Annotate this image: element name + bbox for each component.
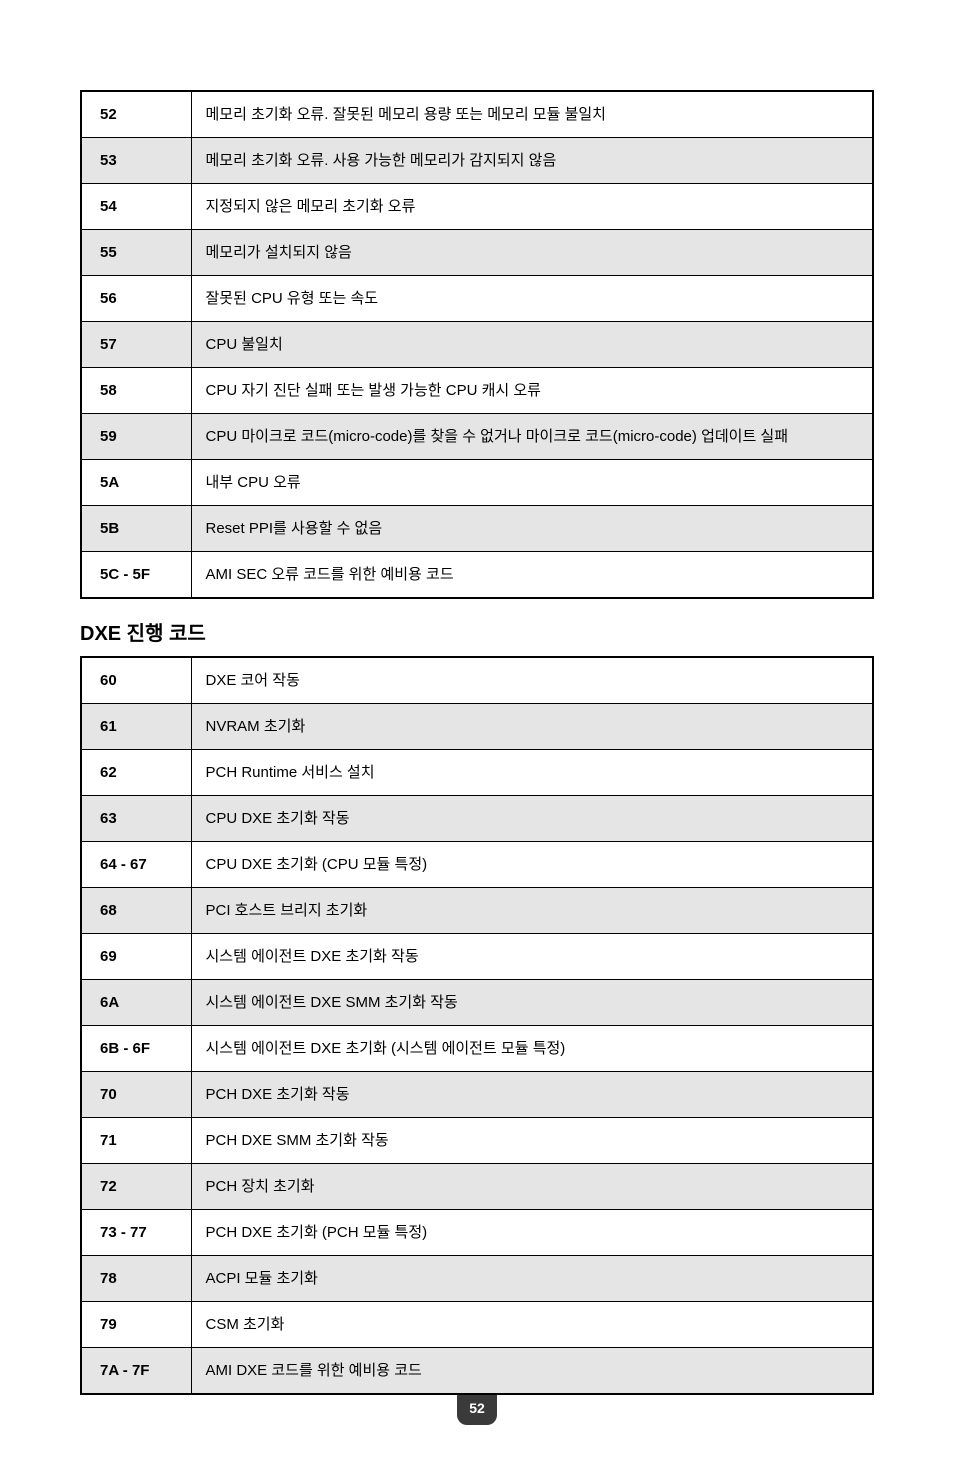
description-cell: 시스템 에이전트 DXE 초기화 (시스템 에이전트 모듈 특정) xyxy=(191,1026,873,1072)
table-row: 6A시스템 에이전트 DXE SMM 초기화 작동 xyxy=(81,980,873,1026)
description-cell: CSM 초기화 xyxy=(191,1302,873,1348)
description-cell: 시스템 에이전트 DXE 초기화 작동 xyxy=(191,934,873,980)
description-cell: CPU 불일치 xyxy=(191,322,873,368)
code-cell: 57 xyxy=(81,322,191,368)
description-cell: 메모리가 설치되지 않음 xyxy=(191,230,873,276)
code-cell: 54 xyxy=(81,184,191,230)
table-row: 53메모리 초기화 오류. 사용 가능한 메모리가 감지되지 않음 xyxy=(81,138,873,184)
table-row: 52메모리 초기화 오류. 잘못된 메모리 용량 또는 메모리 모듈 불일치 xyxy=(81,91,873,138)
table-row: 58CPU 자기 진단 실패 또는 발생 가능한 CPU 캐시 오류 xyxy=(81,368,873,414)
description-cell: CPU 마이크로 코드(micro-code)를 찾을 수 없거나 마이크로 코… xyxy=(191,414,873,460)
description-cell: DXE 코어 작동 xyxy=(191,657,873,704)
description-cell: 내부 CPU 오류 xyxy=(191,460,873,506)
description-cell: AMI SEC 오류 코드를 위한 예비용 코드 xyxy=(191,552,873,599)
description-cell: PCI 호스트 브리지 초기화 xyxy=(191,888,873,934)
code-cell: 5A xyxy=(81,460,191,506)
description-cell: CPU DXE 초기화 (CPU 모듈 특정) xyxy=(191,842,873,888)
code-cell: 58 xyxy=(81,368,191,414)
table-row: 70PCH DXE 초기화 작동 xyxy=(81,1072,873,1118)
table-row: 72PCH 장치 초기화 xyxy=(81,1164,873,1210)
table-row: 56잘못된 CPU 유형 또는 속도 xyxy=(81,276,873,322)
code-cell: 6A xyxy=(81,980,191,1026)
table-row: 61NVRAM 초기화 xyxy=(81,704,873,750)
description-cell: PCH 장치 초기화 xyxy=(191,1164,873,1210)
table-row: 78ACPI 모듈 초기화 xyxy=(81,1256,873,1302)
table-row: 64 - 67CPU DXE 초기화 (CPU 모듈 특정) xyxy=(81,842,873,888)
description-cell: CPU DXE 초기화 작동 xyxy=(191,796,873,842)
description-cell: Reset PPI를 사용할 수 없음 xyxy=(191,506,873,552)
code-cell: 62 xyxy=(81,750,191,796)
code-cell: 59 xyxy=(81,414,191,460)
description-cell: 메모리 초기화 오류. 사용 가능한 메모리가 감지되지 않음 xyxy=(191,138,873,184)
table-row: 69시스템 에이전트 DXE 초기화 작동 xyxy=(81,934,873,980)
code-cell: 52 xyxy=(81,91,191,138)
code-cell: 79 xyxy=(81,1302,191,1348)
table-row: 73 - 77PCH DXE 초기화 (PCH 모듈 특정) xyxy=(81,1210,873,1256)
table-row: 6B - 6F시스템 에이전트 DXE 초기화 (시스템 에이전트 모듈 특정) xyxy=(81,1026,873,1072)
description-cell: NVRAM 초기화 xyxy=(191,704,873,750)
code-cell: 78 xyxy=(81,1256,191,1302)
description-cell: 지정되지 않은 메모리 초기화 오류 xyxy=(191,184,873,230)
code-cell: 63 xyxy=(81,796,191,842)
table-row: 68PCI 호스트 브리지 초기화 xyxy=(81,888,873,934)
code-cell: 71 xyxy=(81,1118,191,1164)
table-row: 5BReset PPI를 사용할 수 없음 xyxy=(81,506,873,552)
code-cell: 68 xyxy=(81,888,191,934)
code-cell: 72 xyxy=(81,1164,191,1210)
page-number-container: 52 xyxy=(80,1395,874,1425)
error-code-table-1: 52메모리 초기화 오류. 잘못된 메모리 용량 또는 메모리 모듈 불일치53… xyxy=(80,90,874,599)
table-row: 5A내부 CPU 오류 xyxy=(81,460,873,506)
table-row: 57CPU 불일치 xyxy=(81,322,873,368)
description-cell: PCH Runtime 서비스 설치 xyxy=(191,750,873,796)
code-cell: 53 xyxy=(81,138,191,184)
description-cell: ACPI 모듈 초기화 xyxy=(191,1256,873,1302)
code-cell: 5B xyxy=(81,506,191,552)
table-row: 59CPU 마이크로 코드(micro-code)를 찾을 수 없거나 마이크로… xyxy=(81,414,873,460)
code-cell: 6B - 6F xyxy=(81,1026,191,1072)
table-row: 55메모리가 설치되지 않음 xyxy=(81,230,873,276)
dxe-section-heading: DXE 진행 코드 xyxy=(80,617,874,646)
description-cell: CPU 자기 진단 실패 또는 발생 가능한 CPU 캐시 오류 xyxy=(191,368,873,414)
code-cell: 60 xyxy=(81,657,191,704)
description-cell: 메모리 초기화 오류. 잘못된 메모리 용량 또는 메모리 모듈 불일치 xyxy=(191,91,873,138)
description-cell: 시스템 에이전트 DXE SMM 초기화 작동 xyxy=(191,980,873,1026)
table-row: 79CSM 초기화 xyxy=(81,1302,873,1348)
code-cell: 55 xyxy=(81,230,191,276)
description-cell: AMI DXE 코드를 위한 예비용 코드 xyxy=(191,1348,873,1395)
code-cell: 64 - 67 xyxy=(81,842,191,888)
code-cell: 69 xyxy=(81,934,191,980)
table-row: 71PCH DXE SMM 초기화 작동 xyxy=(81,1118,873,1164)
description-cell: PCH DXE SMM 초기화 작동 xyxy=(191,1118,873,1164)
error-code-table-2: 60DXE 코어 작동61NVRAM 초기화62PCH Runtime 서비스 … xyxy=(80,656,874,1395)
table-row: 54지정되지 않은 메모리 초기화 오류 xyxy=(81,184,873,230)
description-cell: PCH DXE 초기화 (PCH 모듈 특정) xyxy=(191,1210,873,1256)
table-row: 7A - 7FAMI DXE 코드를 위한 예비용 코드 xyxy=(81,1348,873,1395)
code-cell: 56 xyxy=(81,276,191,322)
table-row: 62PCH Runtime 서비스 설치 xyxy=(81,750,873,796)
description-cell: PCH DXE 초기화 작동 xyxy=(191,1072,873,1118)
code-cell: 7A - 7F xyxy=(81,1348,191,1395)
table-row: 63CPU DXE 초기화 작동 xyxy=(81,796,873,842)
page-number-badge: 52 xyxy=(457,1395,497,1425)
description-cell: 잘못된 CPU 유형 또는 속도 xyxy=(191,276,873,322)
code-cell: 73 - 77 xyxy=(81,1210,191,1256)
table-row: 60DXE 코어 작동 xyxy=(81,657,873,704)
code-cell: 61 xyxy=(81,704,191,750)
code-cell: 5C - 5F xyxy=(81,552,191,599)
code-cell: 70 xyxy=(81,1072,191,1118)
table-row: 5C - 5FAMI SEC 오류 코드를 위한 예비용 코드 xyxy=(81,552,873,599)
